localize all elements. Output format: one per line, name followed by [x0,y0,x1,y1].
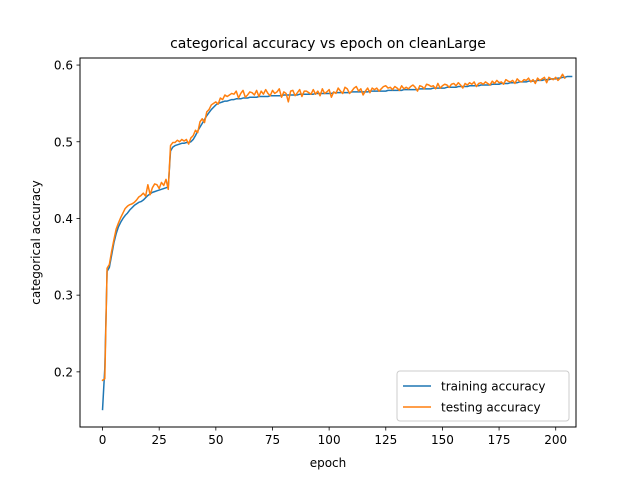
legend-box [396,370,570,422]
y-tick-label: 0.5 [54,135,73,149]
y-axis-label: categorical accuracy [29,180,43,305]
plot-area [101,73,573,411]
legend-entry: testing accuracy [441,401,541,415]
y-tick-label: 0.6 [54,59,73,73]
legend: training accuracy testing accuracy [396,370,570,422]
legend-entry: training accuracy [441,380,545,394]
x-tick-label: 175 [488,433,511,447]
y-axis: 0.2 0.3 0.4 0.5 0.6 [54,59,80,379]
x-tick-label: 150 [431,433,454,447]
y-tick-label: 0.2 [54,365,73,379]
x-tick-label: 75 [265,433,280,447]
series-line-testing-accuracy [101,73,566,382]
x-tick-label: 125 [374,433,397,447]
y-tick-label: 0.4 [54,212,73,226]
chart-title: categorical accuracy vs epoch on cleanLa… [170,36,486,52]
x-tick-label: 0 [99,433,107,447]
y-tick-label: 0.3 [54,289,73,303]
plot-frame [79,57,577,428]
x-tick-label: 25 [152,433,167,447]
x-axis-label: epoch [310,456,347,470]
x-tick-label: 50 [208,433,223,447]
x-tick-label: 200 [544,433,567,447]
x-tick-label: 100 [318,433,341,447]
x-axis: 0 25 50 75 100 125 150 175 200 [99,427,567,447]
